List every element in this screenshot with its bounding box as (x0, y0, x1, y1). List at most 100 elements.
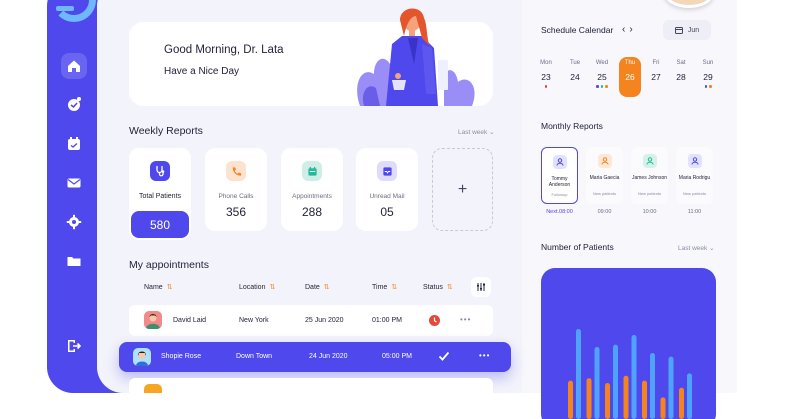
day-name: Sat (676, 60, 686, 66)
nav-home[interactable] (61, 53, 87, 79)
calendar-title: Schedule Calendar (541, 25, 614, 35)
column-label: Date (305, 284, 320, 291)
calendar-day[interactable]: Mon 23 (535, 60, 557, 89)
sliders-icon (477, 283, 485, 291)
user-icon (597, 154, 612, 168)
filter-button[interactable] (471, 277, 491, 297)
sort-icon: ⇅ (323, 284, 330, 291)
gear-icon (66, 214, 82, 230)
status-pending-icon (429, 315, 440, 328)
logout-icon (68, 340, 82, 352)
day-name: Wed (595, 60, 609, 66)
chevron-left-icon[interactable]: ‹ (622, 24, 630, 35)
month-label: Jun (687, 26, 700, 34)
event-dot (709, 85, 712, 88)
calendar-day-today[interactable]: Thu 26 (619, 60, 641, 89)
add-report-button[interactable]: + (432, 148, 493, 231)
report-card-appointments[interactable]: Appointments 288 (281, 148, 343, 231)
column-label: Status (423, 284, 443, 291)
nav-files[interactable] (61, 248, 87, 274)
patient-avatar (133, 348, 151, 366)
monthly-report-card[interactable]: Maria Rodrigu New patients (676, 147, 713, 204)
calendar-day[interactable]: Sun 29 (697, 60, 719, 89)
stethoscope-icon (150, 161, 170, 181)
appointment-date: 25 Jun 2020 (305, 317, 344, 324)
appointment-time: 01:00 PM (372, 317, 402, 324)
event-dot (704, 85, 707, 88)
nav-calendar[interactable] (61, 131, 87, 157)
chart-bar (660, 397, 666, 419)
day-name: Fri (652, 60, 660, 66)
check-icon (438, 350, 450, 364)
patient-name: Shopie Rose (161, 353, 202, 360)
card-value: 288 (301, 205, 323, 219)
nav-logout[interactable] (61, 333, 87, 359)
nav-patients[interactable] (61, 91, 87, 117)
card-label: Total Patients (138, 193, 182, 200)
table-row[interactable] (129, 378, 493, 393)
user-badge-icon (68, 97, 81, 111)
chart-bar (687, 373, 692, 419)
monthly-report-card[interactable]: James Johnson New patients (631, 147, 668, 204)
monthly-reports-title: Monthly Reports (541, 121, 603, 131)
monthly-report-card[interactable]: Maria Gaecia New patients (586, 147, 623, 204)
calendar-day[interactable]: Sat 28 (670, 60, 692, 89)
nav-settings[interactable] (61, 209, 87, 235)
weekly-reports-title: Weekly Reports (129, 125, 203, 137)
weekly-reports-filter[interactable]: Last week ⌄ (458, 129, 495, 136)
calendar-icon (68, 137, 80, 150)
calendar-day[interactable]: Fri 27 (645, 60, 667, 89)
monthly-report-card[interactable]: Tommy Anderson Followup (541, 147, 578, 204)
day-name: Mon (540, 60, 552, 66)
chart-bar (631, 335, 637, 419)
patients-bar-chart (568, 329, 692, 419)
mail-icon (67, 178, 81, 188)
event-dot (596, 85, 599, 88)
table-row[interactable]: David Laid New York 25 Jun 2020 01:00 PM… (129, 305, 493, 336)
user-icon (552, 155, 567, 169)
day-date: 26 (625, 72, 635, 82)
sort-icon: ⇅ (391, 284, 398, 291)
chart-bar (613, 344, 618, 419)
calendar-day[interactable]: Tue 24 (564, 60, 586, 89)
greeting-subtitle: Have a Nice Day (164, 66, 240, 77)
appointment-date: 24 Jun 2020 (309, 353, 348, 360)
calendar-day[interactable]: Wed 25 (591, 60, 613, 89)
more-options-button[interactable]: ••• (479, 351, 491, 360)
app-logo-bar (56, 6, 74, 11)
user-icon (687, 154, 702, 168)
more-options-button[interactable]: ••• (460, 315, 472, 324)
app-logo (52, 0, 96, 22)
patients-chart-filter[interactable]: Last week ⌄ (678, 245, 715, 252)
report-card-unread-mail[interactable]: Unread Mail 05 (356, 148, 418, 231)
doctor-illustration (357, 8, 475, 106)
event-dot (600, 85, 604, 88)
column-header-location[interactable]: Location ⇅ (239, 283, 275, 291)
day-date: 23 (541, 72, 551, 82)
report-time: 11:00 (687, 209, 702, 215)
folder-icon (67, 257, 81, 266)
month-selector[interactable]: Jun (663, 20, 711, 40)
patient-avatar (144, 384, 162, 393)
day-date: 25 (597, 72, 607, 82)
column-header-time[interactable]: Time ⇅ (372, 283, 397, 291)
nav-messages[interactable] (61, 170, 87, 196)
day-name: Tue (569, 60, 581, 66)
column-header-status[interactable]: Status ⇅ (423, 283, 453, 291)
patient-location: New York (239, 317, 269, 324)
chart-bar (650, 353, 655, 419)
column-label: Location (239, 284, 266, 291)
report-person-name: James Johnson (631, 175, 668, 181)
appointments-title: My appointments (129, 259, 209, 271)
column-header-name[interactable]: Name ⇅ (144, 283, 173, 291)
sort-icon: ⇅ (269, 284, 276, 291)
sort-icon: ⇅ (166, 284, 173, 291)
card-label: Phone Calls (218, 193, 254, 200)
chevron-right-icon[interactable]: › (629, 24, 637, 35)
report-time: 10:00 (642, 209, 657, 215)
column-header-date[interactable]: Date ⇅ (305, 283, 330, 291)
table-row-selected[interactable]: Shopie Rose Down Town 24 Jun 2020 05:00 … (119, 342, 511, 372)
report-card-phone-calls[interactable]: Phone Calls 356 (205, 148, 267, 231)
calendar-icon (302, 161, 322, 181)
